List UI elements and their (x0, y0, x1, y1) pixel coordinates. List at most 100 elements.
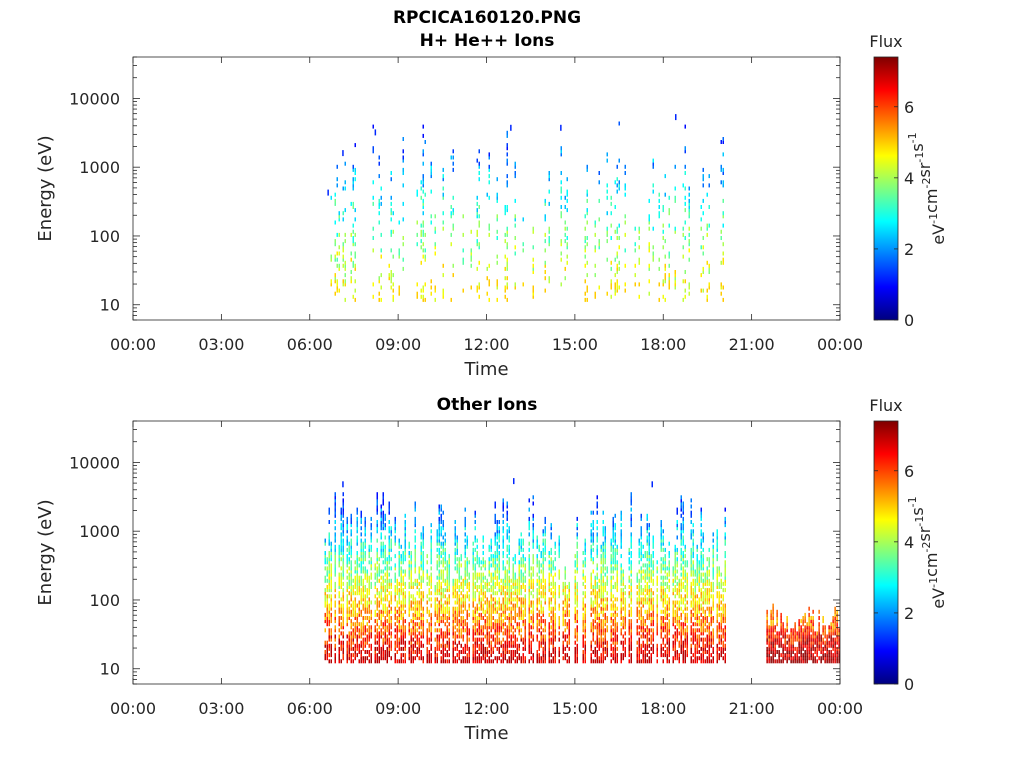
flux-cell (520, 634, 522, 639)
flux-cell (356, 551, 358, 555)
flux-cell (622, 597, 624, 602)
flux-cell (600, 591, 602, 596)
flux-cell (474, 575, 476, 580)
flux-cell (514, 612, 516, 617)
flux-cell (514, 634, 516, 639)
flux-cell (482, 575, 484, 580)
flux-cell (652, 563, 654, 568)
flux-cell (566, 177, 568, 182)
flux-cell (602, 597, 604, 602)
flux-cell (530, 603, 532, 608)
flux-cell (354, 254, 356, 259)
flux-cell (512, 606, 514, 611)
flux-cell (466, 541, 468, 546)
flux-cell (342, 566, 344, 571)
flux-cell (388, 263, 390, 268)
flux-cell (334, 547, 336, 552)
flux-cell (330, 619, 332, 624)
flux-cell (482, 603, 484, 608)
flux-cell (542, 572, 544, 577)
flux-cell (362, 622, 364, 627)
flux-cell (520, 557, 522, 562)
flux-cell (590, 572, 592, 577)
flux-cell (652, 581, 654, 586)
flux-cell (558, 653, 560, 658)
flux-cell (348, 581, 350, 586)
flux-cell (550, 616, 552, 620)
flux-cell (596, 544, 598, 549)
flux-cell (450, 211, 452, 216)
flux-cell (664, 597, 666, 602)
flux-cell (402, 646, 404, 651)
flux-cell (660, 628, 662, 633)
flux-cell (380, 551, 382, 555)
flux-cell (478, 563, 480, 568)
flux-cell (418, 566, 420, 571)
flux-cell (536, 541, 538, 546)
flux-cell (438, 603, 440, 608)
flux-cell (552, 640, 554, 645)
flux-cell (624, 625, 626, 630)
flux-cell (484, 581, 486, 586)
flux-cell (492, 603, 494, 608)
flux-cell (402, 578, 404, 583)
flux-cell (334, 619, 336, 624)
flux-cell (360, 609, 362, 614)
flux-cell (480, 625, 482, 630)
flux-cell (612, 646, 614, 651)
flux-cell (422, 612, 424, 617)
flux-cell (390, 616, 392, 620)
flux-cell (368, 588, 370, 593)
flux-cell (398, 569, 400, 574)
flux-cell (460, 622, 462, 627)
flux-cell (498, 538, 500, 543)
flux-cell (604, 547, 606, 552)
flux-cell (438, 600, 440, 605)
flux-cell (476, 575, 478, 580)
flux-cell (422, 152, 424, 157)
flux-cell (478, 616, 480, 620)
flux-cell (382, 495, 384, 500)
flux-cell (562, 646, 564, 651)
flux-cell (602, 588, 604, 593)
flux-cell (422, 223, 424, 228)
flux-cell (336, 288, 338, 293)
flux-cell (610, 557, 612, 562)
flux-cell (386, 566, 388, 571)
flux-cell (440, 516, 442, 521)
flux-cell (450, 232, 452, 237)
flux-cell (422, 622, 424, 627)
flux-cell (618, 180, 620, 185)
flux-cell (592, 547, 594, 552)
flux-cell (334, 544, 336, 549)
flux-cell (542, 634, 544, 639)
flux-cell (444, 560, 446, 565)
flux-cell (330, 257, 332, 262)
flux-cell (646, 554, 648, 559)
flux-cell (528, 594, 530, 599)
flux-cell (584, 591, 586, 596)
flux-cell (554, 616, 556, 620)
flux-cell (356, 569, 358, 574)
flux-cell (364, 597, 366, 602)
flux-cell (548, 566, 550, 571)
flux-cell (664, 263, 666, 268)
flux-cell (350, 631, 352, 636)
flux-cell (374, 650, 376, 654)
flux-cell (500, 619, 502, 624)
flux-cell (494, 532, 496, 537)
flux-cell (512, 575, 514, 580)
flux-cell (544, 516, 546, 521)
flux-cell (636, 609, 638, 614)
flux-cell (472, 591, 474, 596)
flux-cell (558, 547, 560, 552)
flux-cell (502, 650, 504, 654)
flux-cell (542, 656, 544, 661)
flux-cell (390, 279, 392, 284)
flux-cell (338, 557, 340, 562)
flux-cell (582, 591, 584, 596)
flux-cell (360, 650, 362, 654)
flux-cell (496, 279, 498, 284)
flux-cell (480, 612, 482, 617)
flux-cell (476, 214, 478, 219)
